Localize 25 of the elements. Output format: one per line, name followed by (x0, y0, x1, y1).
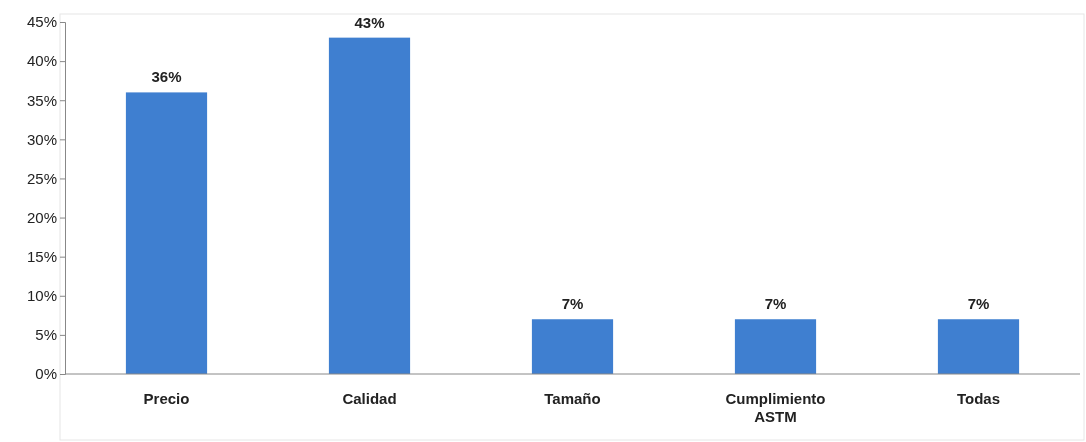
y-tick-label: 15% (26, 247, 57, 265)
data-label: 7% (561, 295, 584, 313)
y-tick-label: 25% (26, 169, 57, 187)
data-label: 7% (764, 295, 787, 313)
x-tick-label: Todas (956, 390, 1001, 407)
y-tick-label: 30% (26, 130, 57, 148)
y-tick-label: 40% (26, 52, 57, 70)
y-tick-label: 10% (26, 287, 57, 305)
y-tick-label: 20% (26, 208, 57, 226)
y-tick-label: 0% (35, 365, 57, 383)
bar (328, 37, 411, 374)
y-tick-label: 45% (26, 13, 57, 31)
data-label: 7% (967, 295, 990, 313)
bar (937, 319, 1020, 374)
x-tick-label: Tamaño (544, 390, 601, 407)
bar (125, 92, 208, 374)
bar (734, 319, 817, 374)
bar (531, 319, 614, 374)
data-label: 43% (354, 13, 385, 31)
y-tick-label: 5% (35, 326, 57, 344)
x-tick-label: Cumplimiento ASTM (725, 390, 826, 425)
y-tick-label: 35% (26, 91, 57, 109)
x-tick-label: Precio (143, 390, 190, 407)
data-label: 36% (151, 68, 182, 86)
x-tick-label: Calidad (342, 390, 397, 407)
